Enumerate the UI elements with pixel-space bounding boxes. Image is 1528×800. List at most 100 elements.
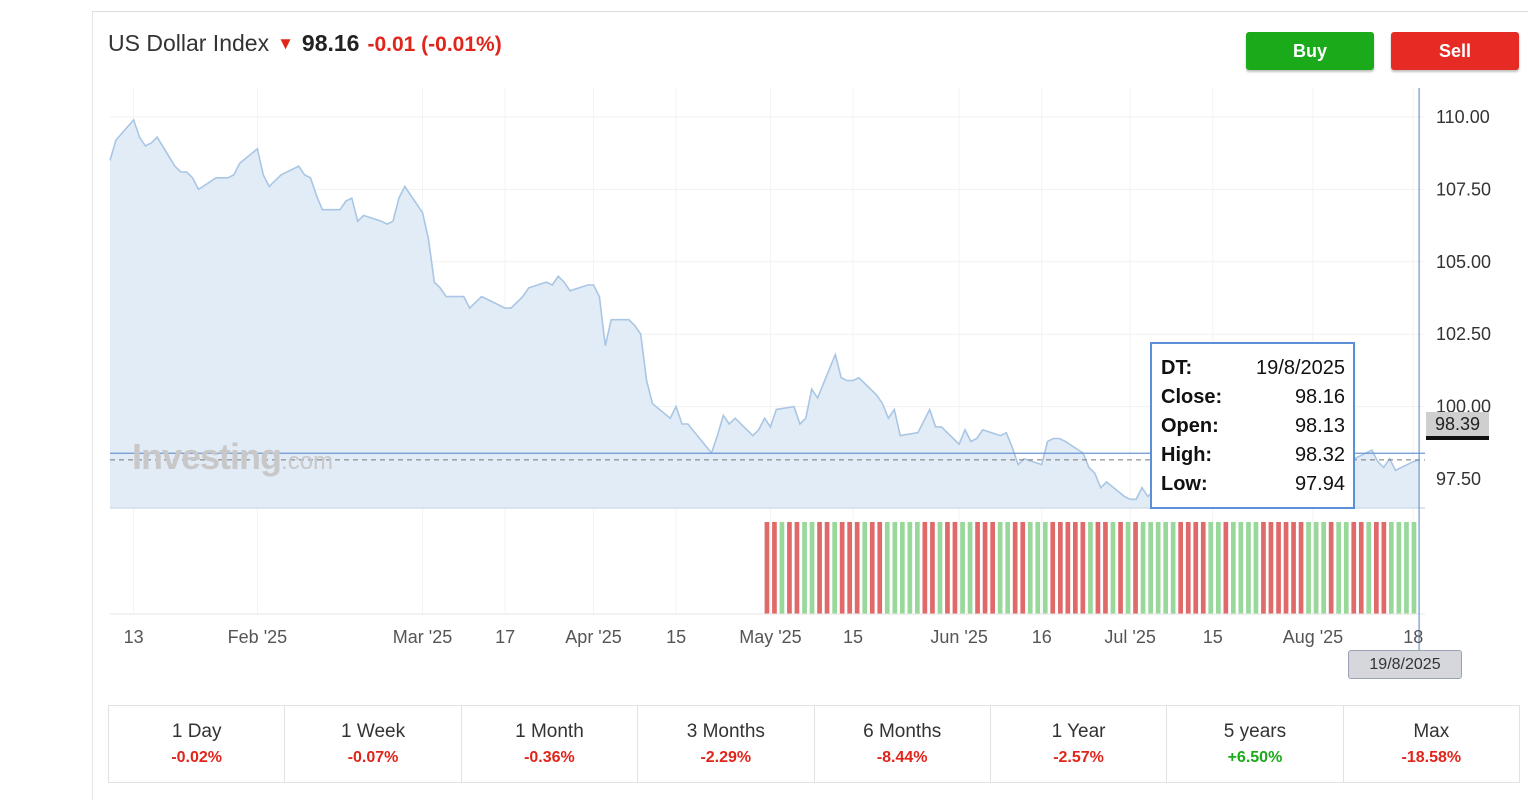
perf-label: 1 Year <box>1051 721 1106 742</box>
volume-bar <box>1223 522 1229 614</box>
tooltip-row: DT: 19/8/2025 <box>1161 354 1345 383</box>
tooltip-value: 98.16 <box>1294 386 1345 408</box>
tooltip-label: Open: <box>1161 415 1219 437</box>
volume-bar <box>802 522 807 614</box>
volume-bar <box>892 522 898 614</box>
volume-bar <box>1020 522 1026 614</box>
volume-bar <box>1336 522 1341 614</box>
price-area-fill <box>110 119 1420 509</box>
volume-bar <box>1005 522 1010 614</box>
volume-bar <box>1246 522 1251 614</box>
x-axis: 13 Feb '25 Mar '25 17 Apr '25 15 May '25 15 Jun … <box>124 627 1424 647</box>
x-tick-label: May '25 <box>739 627 801 647</box>
volume-bars <box>110 522 1425 615</box>
volume-bar <box>1058 522 1063 614</box>
volume-bar <box>1042 522 1048 614</box>
perf-5-years[interactable]: 5 years +6.50% <box>1167 706 1344 782</box>
volume-bar <box>869 522 875 614</box>
perf-value: -2.57% <box>1053 749 1104 766</box>
volume-bar <box>930 522 935 614</box>
volume-bar <box>922 522 928 614</box>
instrument-name: US Dollar Index <box>108 30 270 56</box>
volume-bar <box>764 522 770 614</box>
volume-bar <box>1208 522 1214 614</box>
price-chart[interactable]: 110.00 107.50 105.00 102.50 100.00 97.50 13 Fe… <box>0 0 1528 700</box>
tooltip-value: 98.32 <box>1294 444 1345 466</box>
volume-bar <box>1343 522 1349 614</box>
perf-value: -18.58% <box>1401 749 1462 766</box>
volume-bar <box>1231 522 1236 614</box>
volume-bar <box>832 522 837 614</box>
x-tick-label: 15 <box>666 627 686 647</box>
volume-bar <box>1238 522 1244 614</box>
perf-value: -0.02% <box>171 749 223 766</box>
x-tick-label: 15 <box>843 627 863 647</box>
x-tick-label: 18 <box>1403 627 1423 647</box>
volume-bar <box>1351 522 1357 614</box>
arrow-down-icon: ▼ <box>277 34 294 53</box>
volume-bar <box>1291 522 1296 614</box>
tooltip-value: 98.13 <box>1294 415 1345 437</box>
volume-bar <box>772 522 777 614</box>
volume-bar <box>915 522 920 614</box>
volume-bar <box>1178 522 1183 614</box>
volume-bar <box>1389 522 1394 614</box>
tooltip-value: 97.94 <box>1294 473 1345 495</box>
volume-bar <box>877 522 883 614</box>
volume-bar <box>1163 522 1168 614</box>
volume-bar <box>1140 522 1146 614</box>
investing-watermark-logo: Investing.com <box>132 436 334 477</box>
tooltip-row: Close: 98.16 <box>1161 383 1345 412</box>
volume-bar <box>1065 522 1071 614</box>
perf-1-month[interactable]: 1 Month -0.36% <box>462 706 639 782</box>
volume-bar <box>952 522 958 614</box>
x-tick-label: Aug '25 <box>1283 627 1344 647</box>
perf-label: 1 Month <box>515 721 584 742</box>
cursor-date-tag: 19/8/2025 <box>1348 650 1462 679</box>
volume-bar <box>967 522 973 614</box>
volume-bar <box>1374 522 1379 614</box>
perf-value: -8.44% <box>876 749 928 766</box>
tooltip-row: Low: 97.94 <box>1161 470 1345 499</box>
volume-bar <box>1080 522 1086 614</box>
buy-button[interactable]: Buy <box>1246 32 1374 70</box>
y-tick-label: 97.50 <box>1436 469 1481 489</box>
volume-bar <box>1185 522 1191 614</box>
performance-table: 1 Day -0.02% 1 Week -0.07% 1 Month -0.36… <box>108 705 1520 783</box>
tooltip-label: Low: <box>1161 473 1208 495</box>
volume-bar <box>1170 522 1176 614</box>
tooltip-label: Close: <box>1161 386 1223 408</box>
instrument-price: 98.16 <box>301 30 360 56</box>
sell-button[interactable]: Sell <box>1391 32 1519 70</box>
volume-bar <box>1328 522 1334 614</box>
perf-value: -0.36% <box>524 749 575 766</box>
perf-max[interactable]: Max -18.58% <box>1344 706 1519 782</box>
perf-label: Max <box>1413 721 1450 742</box>
volume-bar <box>1193 522 1199 614</box>
perf-1-week[interactable]: 1 Week -0.07% <box>285 706 462 782</box>
y-axis: 110.00 107.50 105.00 102.50 100.00 97.50 <box>1436 107 1491 489</box>
volume-bar <box>982 522 988 614</box>
perf-label: 6 Months <box>863 721 942 742</box>
volume-bar <box>1012 522 1018 614</box>
perf-label: 3 Months <box>686 721 765 742</box>
perf-1-day[interactable]: 1 Day -0.02% <box>109 706 286 782</box>
perf-3-months[interactable]: 3 Months -2.29% <box>638 706 815 782</box>
perf-6-months[interactable]: 6 Months -8.44% <box>815 706 991 782</box>
perf-label: 1 Week <box>341 721 406 742</box>
volume-bar <box>1261 522 1266 614</box>
volume-bar <box>1110 522 1116 614</box>
y-tick-label: 100.00 <box>1436 397 1491 417</box>
x-tick-label: 13 <box>124 627 144 647</box>
y-tick-label: 107.50 <box>1436 179 1491 199</box>
perf-1-year[interactable]: 1 Year -2.57% <box>991 706 1168 782</box>
volume-bar <box>1411 522 1417 614</box>
chart-widget <box>92 0 1528 800</box>
volume-bar <box>1404 522 1409 614</box>
x-tick-label: Jun '25 <box>930 627 987 647</box>
volume-bar <box>1381 522 1387 614</box>
volume-bar <box>1088 522 1093 614</box>
x-tick-label: Jul '25 <box>1104 627 1155 647</box>
data-tooltip: DT: 19/8/2025 Close: 98.16 Open: 98.13 H… <box>1150 342 1355 509</box>
volume-bar <box>997 522 1003 614</box>
